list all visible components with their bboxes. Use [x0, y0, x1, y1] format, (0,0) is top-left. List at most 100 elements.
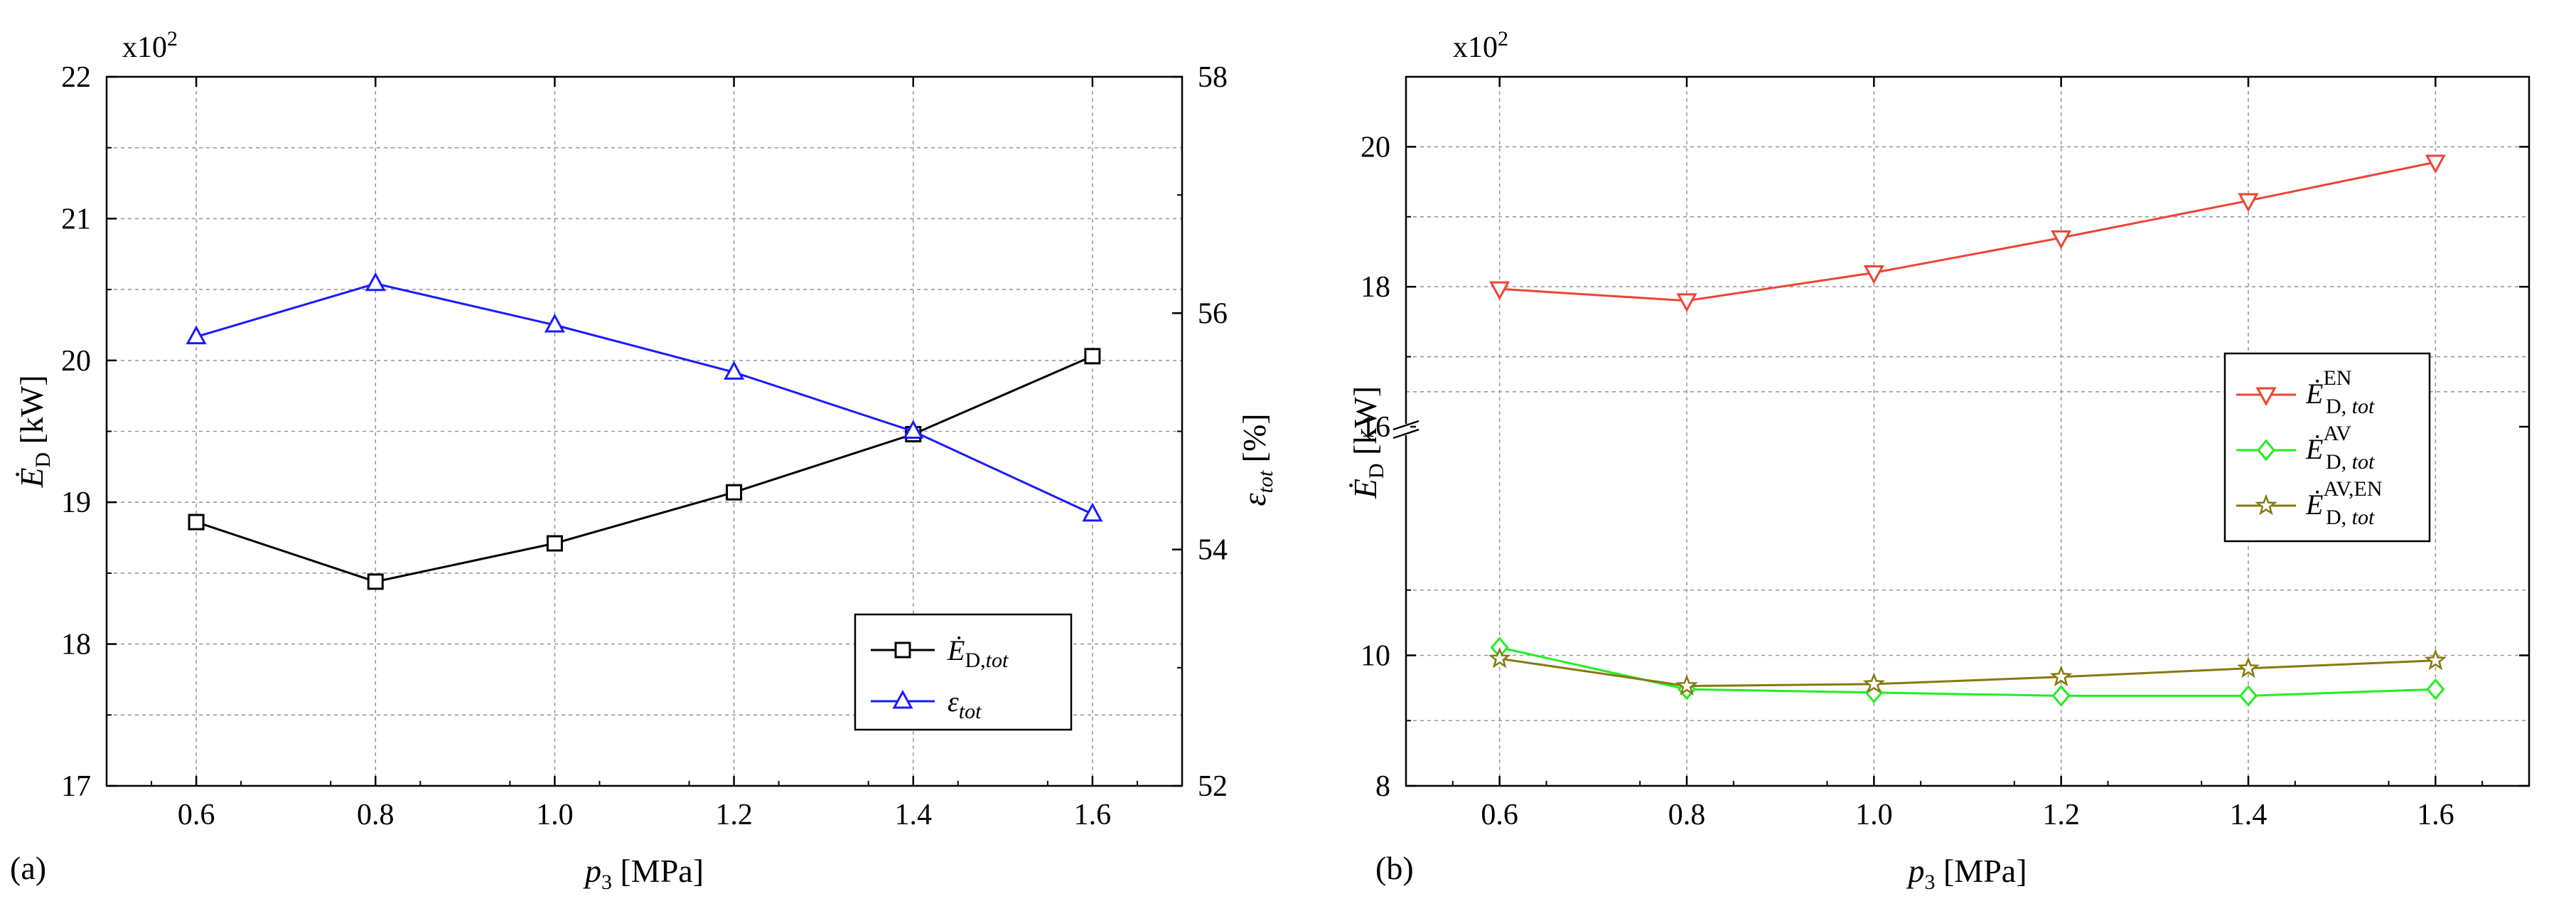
y-tick-label-left-a: 19 [61, 486, 91, 519]
x-tick-label-b: 0.6 [1481, 799, 1518, 831]
data-point [188, 513, 205, 531]
x-tick-label-b: 1.0 [1855, 799, 1893, 831]
legend-box [854, 613, 1073, 731]
legend-item: ĖEN D, tot [2236, 366, 2375, 418]
y-tick-label-left-a: 17 [61, 770, 91, 803]
y-tick-label-left-a: 18 [61, 629, 91, 661]
data-point [2051, 230, 2072, 250]
y-tick-label-right-a: 52 [1198, 770, 1228, 803]
data-point [1084, 348, 1101, 365]
legend-label: ĖD,tot [947, 634, 1009, 672]
legend-label: ĖAV,EN D, tot [2305, 477, 2383, 529]
x-tick-label-b: 0.8 [1668, 799, 1706, 831]
axis-break-slash [1392, 420, 1420, 431]
data-point [1676, 293, 1697, 313]
legend-superscript: AV,EN [2323, 477, 2382, 501]
legend-symbol: Ė [2305, 489, 2323, 521]
y-label-subscript: D [1365, 463, 1388, 479]
legend-symbol: ε [948, 686, 959, 718]
y-tick-label-left-a: 21 [61, 203, 91, 235]
x-tick-label-a: 1.2 [715, 799, 753, 831]
multiplier-label: x102 [122, 27, 178, 64]
data-point [903, 420, 924, 439]
data-point [544, 313, 565, 333]
y-label-subscript: D [31, 452, 55, 468]
legend-marker [2255, 387, 2277, 407]
y-tick-label-b: 20 [1361, 131, 1390, 164]
panel-label-a: (a) [10, 850, 46, 886]
data-point [2049, 665, 2073, 687]
y-tick-label-b: 10 [1361, 640, 1390, 673]
multiplier-base: x10 [122, 31, 167, 64]
y-label-unit: [%] [1236, 413, 1272, 470]
x-tick-label-a: 1.6 [1074, 799, 1112, 831]
legend-a: ĖD,tot εtot [854, 613, 1073, 731]
legend-subscript: D, [2326, 450, 2352, 474]
x-axis-label: p3 [MPa] [583, 853, 704, 894]
legend-item: εtot [871, 686, 982, 723]
x-label-unit: [MPa] [612, 853, 704, 889]
axis-break-slash [1392, 428, 1420, 440]
legend-symbol: Ė [947, 634, 965, 666]
x-label-symbol: p [583, 853, 601, 889]
legend-marker [2255, 494, 2277, 516]
legend-label: ĖEN D, tot [2305, 366, 2375, 418]
x-tick-label-a: 1.0 [536, 799, 574, 831]
legend-item: ĖAV,EN D, tot [2236, 477, 2383, 529]
y-label-symbol: ε [1236, 493, 1272, 506]
y-tick-label-right-a: 56 [1198, 297, 1228, 330]
legend-symbol: Ė [2305, 378, 2323, 410]
data-point [365, 272, 386, 292]
legend-label: ĖAV D, tot [2305, 422, 2375, 474]
series-b-2 [1488, 646, 2447, 696]
data-point [546, 535, 563, 552]
data-point [1863, 265, 1884, 284]
x-tick-label-b: 1.2 [2042, 799, 2080, 831]
series-b-0 [1489, 154, 2446, 313]
multiplier-label: x102 [1453, 27, 1508, 64]
series-line [195, 355, 1093, 583]
data-point [1082, 502, 1103, 522]
data-point [1488, 646, 1511, 669]
y-label-unit: [kW] [1347, 386, 1383, 464]
multiplier-exponent: 2 [167, 27, 178, 50]
panel-label-b: (b) [1375, 850, 1414, 886]
y-tick-label-right-a: 54 [1198, 534, 1228, 567]
legend-item: ĖAV D, tot [2236, 422, 2375, 474]
series-a-1 [186, 272, 1103, 522]
legend-subscript-italic: tot [2352, 450, 2375, 474]
legend-subscript: D, [2326, 395, 2352, 418]
data-point [2238, 193, 2259, 213]
x-tick-label-a: 0.8 [357, 799, 395, 831]
legend-subscript-italic: tot [2352, 506, 2375, 529]
x-tick-label-b: 1.4 [2230, 799, 2268, 831]
legend-item: ĖD,tot [871, 634, 1009, 672]
y-axis-label: ĖD [kW] [14, 375, 55, 488]
y-tick-label-b: 16 [1361, 411, 1390, 444]
data-point [1862, 672, 1886, 694]
y-label-subscript: tot [1254, 470, 1277, 493]
x-axis-label: p3 [MPa] [1906, 853, 2027, 894]
legend-marker [2257, 439, 2275, 462]
data-point [2425, 154, 2446, 174]
data-point [367, 573, 384, 590]
y-tick-label-right-a: 58 [1198, 61, 1228, 94]
legend-box [2223, 352, 2431, 543]
data-point [2426, 678, 2445, 701]
legend-subscript-italic: tot [959, 700, 982, 723]
data-point [186, 325, 207, 345]
chart-panel-b: 0.6 0.8 1.0 1.2 1.4 1.6 8 10 16 18 20 x102 p3 [MPa] Ė… [1347, 27, 2531, 894]
y-axis-label: ĖD [kW] [1347, 386, 1388, 499]
data-point [2237, 656, 2260, 678]
series-line [195, 282, 1093, 516]
x-tick-label-b: 1.6 [2417, 799, 2454, 831]
data-point [2051, 685, 2071, 707]
y-tick-label-left-a: 22 [61, 61, 91, 94]
data-point [2239, 685, 2258, 707]
series-line [1499, 161, 2436, 302]
axis-break-marker [1392, 420, 1420, 440]
data-point [2424, 649, 2447, 671]
series-line [1499, 657, 2436, 688]
